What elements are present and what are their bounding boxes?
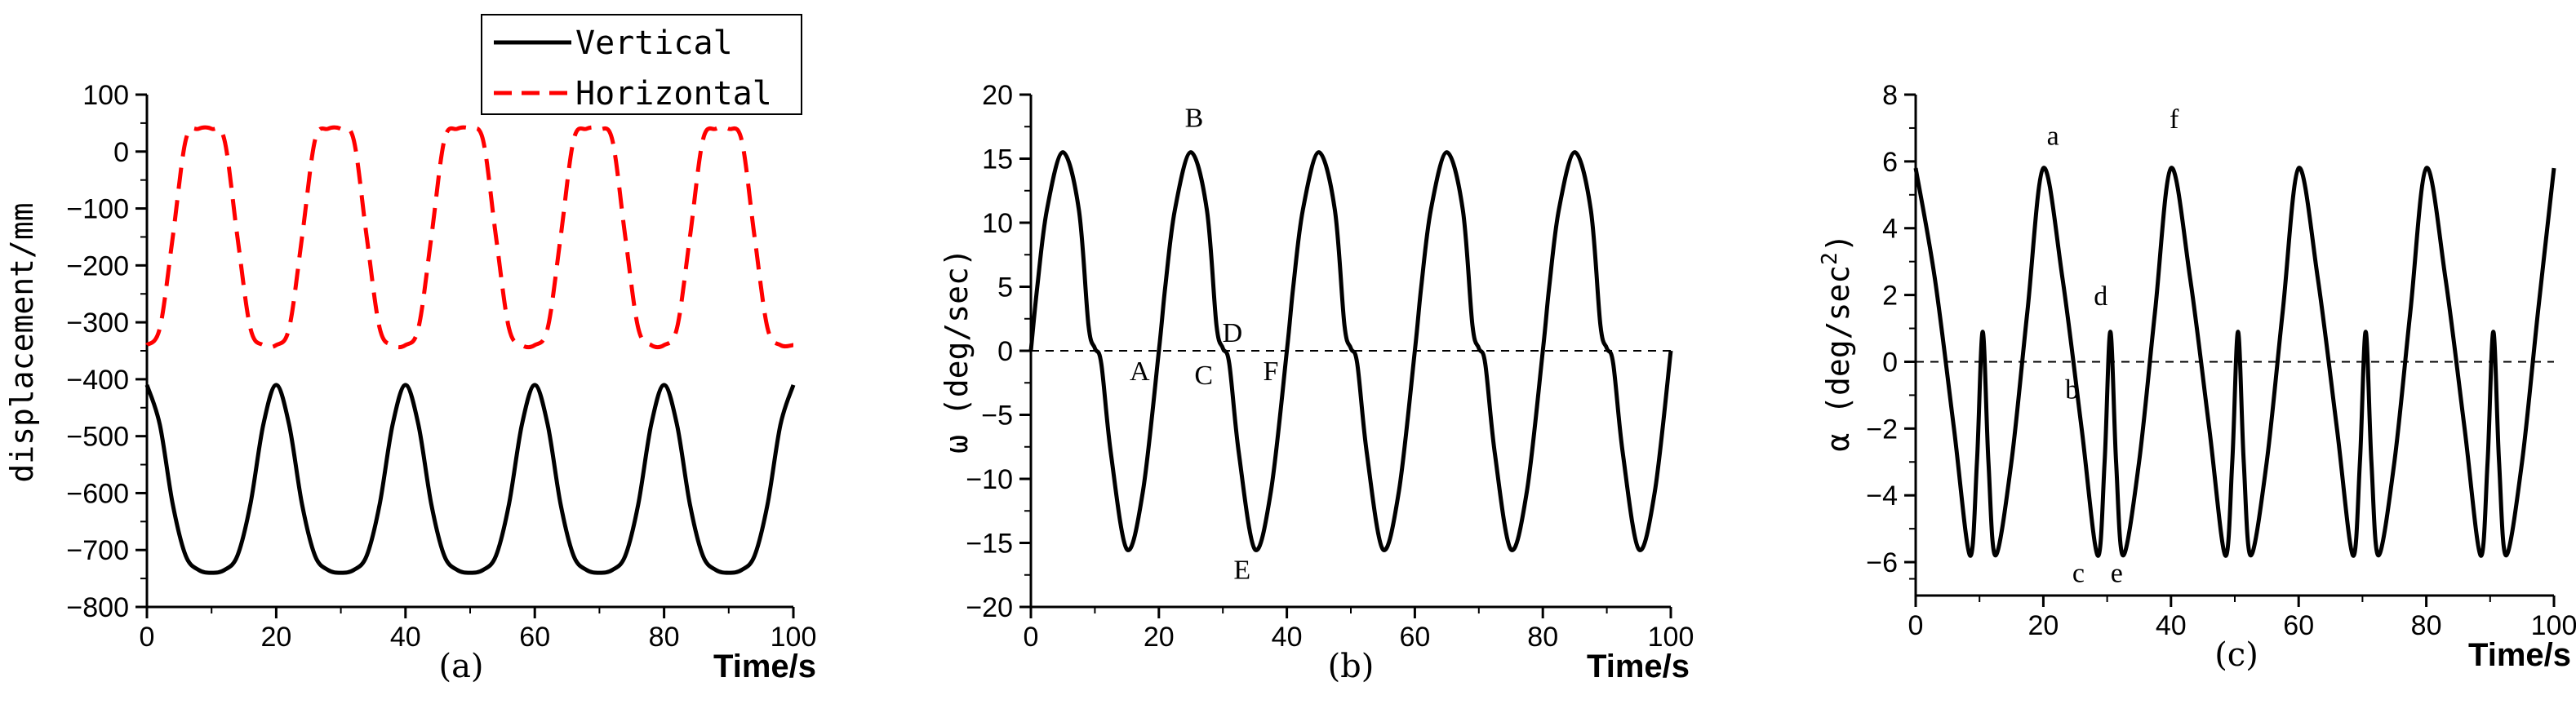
annotation-c: c xyxy=(2072,559,2085,589)
y-axis-label: displacement/mm xyxy=(4,202,40,482)
series-line-vertical xyxy=(144,383,796,575)
y-tick-label: 8 xyxy=(1882,80,1898,111)
y-tick-label: −20 xyxy=(966,592,1013,623)
x-tick-label: 60 xyxy=(519,622,550,653)
y-tick-label: −6 xyxy=(1866,547,1898,578)
x-tick-label: 100 xyxy=(771,622,817,653)
y-tick-label: 0 xyxy=(113,137,129,168)
x-tick-label: 80 xyxy=(1527,622,1558,653)
y-tick-label: −600 xyxy=(66,478,129,509)
annotation-A: A xyxy=(1130,356,1150,387)
y-tick-label: 6 xyxy=(1882,147,1898,178)
y-tick-label: −500 xyxy=(66,422,129,453)
y-tick-label: −2 xyxy=(1866,414,1898,445)
y-tick-label: −4 xyxy=(1866,480,1898,512)
y-tick-label: −15 xyxy=(966,529,1013,560)
legend-box xyxy=(481,14,802,115)
y-tick-label: 15 xyxy=(982,144,1013,175)
x-tick-label: 40 xyxy=(2156,610,2187,641)
chart-panel-b: 0 20 40 60 80 100 20 15 10 5 0 −5 −10 −15 −20 B A CDF Eω (… xyxy=(939,80,1694,685)
annotation-E: E xyxy=(1233,555,1250,585)
x-tick-label: 0 xyxy=(1908,610,1924,641)
panel-caption: (a) xyxy=(438,648,483,685)
y-tick-label: 0 xyxy=(1882,347,1898,378)
chart-panel-a: 0 20 40 60 80 100 100 0 −100 −200 −300 −400 −500 −600… xyxy=(4,14,817,685)
panel-caption: (b) xyxy=(1328,648,1375,685)
x-axis-label: Time/s xyxy=(1587,649,1690,684)
annotation-e: e xyxy=(2111,559,2123,589)
annotation-D: D xyxy=(1223,318,1243,348)
x-tick-label: 40 xyxy=(390,622,421,653)
x-tick-label: 100 xyxy=(2531,610,2576,641)
annotation-F: F xyxy=(1264,356,1279,387)
annotation-b: b xyxy=(2065,374,2079,405)
annotation-a: a xyxy=(2047,121,2059,151)
legend-label-vertical: Vertical xyxy=(575,24,733,62)
y-tick-label: 0 xyxy=(997,336,1013,367)
y-tick-label: −100 xyxy=(66,194,129,225)
x-tick-label: 0 xyxy=(140,622,155,653)
y-tick-label: 2 xyxy=(1882,281,1898,312)
y-tick-label: −300 xyxy=(66,308,129,339)
x-tick-label: 0 xyxy=(1024,622,1039,653)
y-tick-label: 4 xyxy=(1882,214,1898,245)
annotation-B: B xyxy=(1185,103,1204,133)
x-tick-label: 20 xyxy=(2027,610,2059,641)
legend: Vertical Horizontal xyxy=(481,14,802,115)
x-tick-label: 60 xyxy=(1399,622,1430,653)
series-line xyxy=(1913,166,2556,558)
x-axis-label: Time/s xyxy=(713,649,816,684)
y-tick-label: 20 xyxy=(982,80,1013,111)
series-line xyxy=(1028,150,1673,552)
y-tick-label: −800 xyxy=(66,592,129,623)
annotation-C: C xyxy=(1194,361,1213,391)
y-tick-label: 10 xyxy=(982,208,1013,239)
x-tick-label: 20 xyxy=(260,622,291,653)
y-axis-label: ω (deg/sec) xyxy=(939,248,975,454)
annotation-f: f xyxy=(2170,104,2179,135)
y-tick-label: −5 xyxy=(981,401,1013,432)
y-tick-label: −400 xyxy=(66,365,129,396)
annotation-d: d xyxy=(2094,281,2107,312)
y-axis-label: α (deg/sec2) xyxy=(1818,233,1856,451)
x-tick-label: 40 xyxy=(1272,622,1303,653)
y-tick-label: −200 xyxy=(66,250,129,281)
series-line-horizontal xyxy=(145,125,794,350)
y-tick-label: −700 xyxy=(66,535,129,566)
x-tick-label: 20 xyxy=(1144,622,1175,653)
y-tick-label: 5 xyxy=(997,272,1013,303)
x-tick-label: 100 xyxy=(1648,622,1694,653)
x-tick-label: 80 xyxy=(649,622,680,653)
x-tick-label: 60 xyxy=(2283,610,2314,641)
y-tick-label: 100 xyxy=(82,80,129,111)
y-tick-label: −10 xyxy=(966,464,1013,495)
x-tick-label: 80 xyxy=(2411,610,2442,641)
x-axis-label: Time/s xyxy=(2468,637,2571,673)
legend-label-horizontal: Horizontal xyxy=(575,75,772,113)
panel-caption: (c) xyxy=(2214,636,2258,674)
